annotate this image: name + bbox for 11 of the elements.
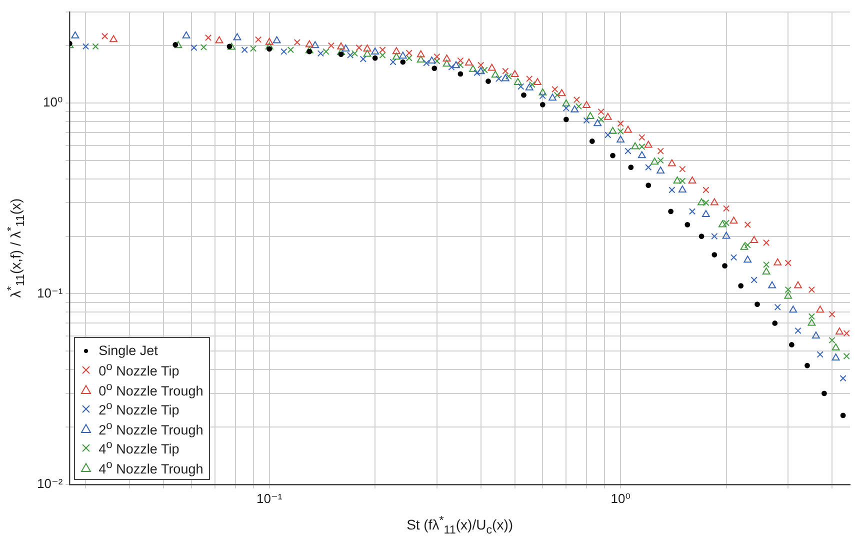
y-tick-label: 10⁻¹ <box>36 285 64 300</box>
legend-label: 0$^{o}$ Nozzle Trough <box>98 380 204 398</box>
legend-label: 4$^{o}$ Nozzle Trough <box>98 458 204 476</box>
y-tick-label: 10⁻² <box>36 476 64 491</box>
legend-label: 2$^{o}$ Nozzle Tip <box>98 400 180 418</box>
legend-label: 0$^{o}$ Nozzle Tip <box>98 361 180 379</box>
legend-label: Single Jet <box>98 343 158 358</box>
legend-label: 2$^{o}$ Nozzle Trough <box>98 420 204 438</box>
x-axis-title: St (fλ$^{*}$$_{11}$(x)/U$_{c}$(x)) <box>406 514 514 536</box>
y-tick-label: 10⁰ <box>42 94 63 110</box>
legend-label: 4$^{o}$ Nozzle Tip <box>98 439 180 457</box>
